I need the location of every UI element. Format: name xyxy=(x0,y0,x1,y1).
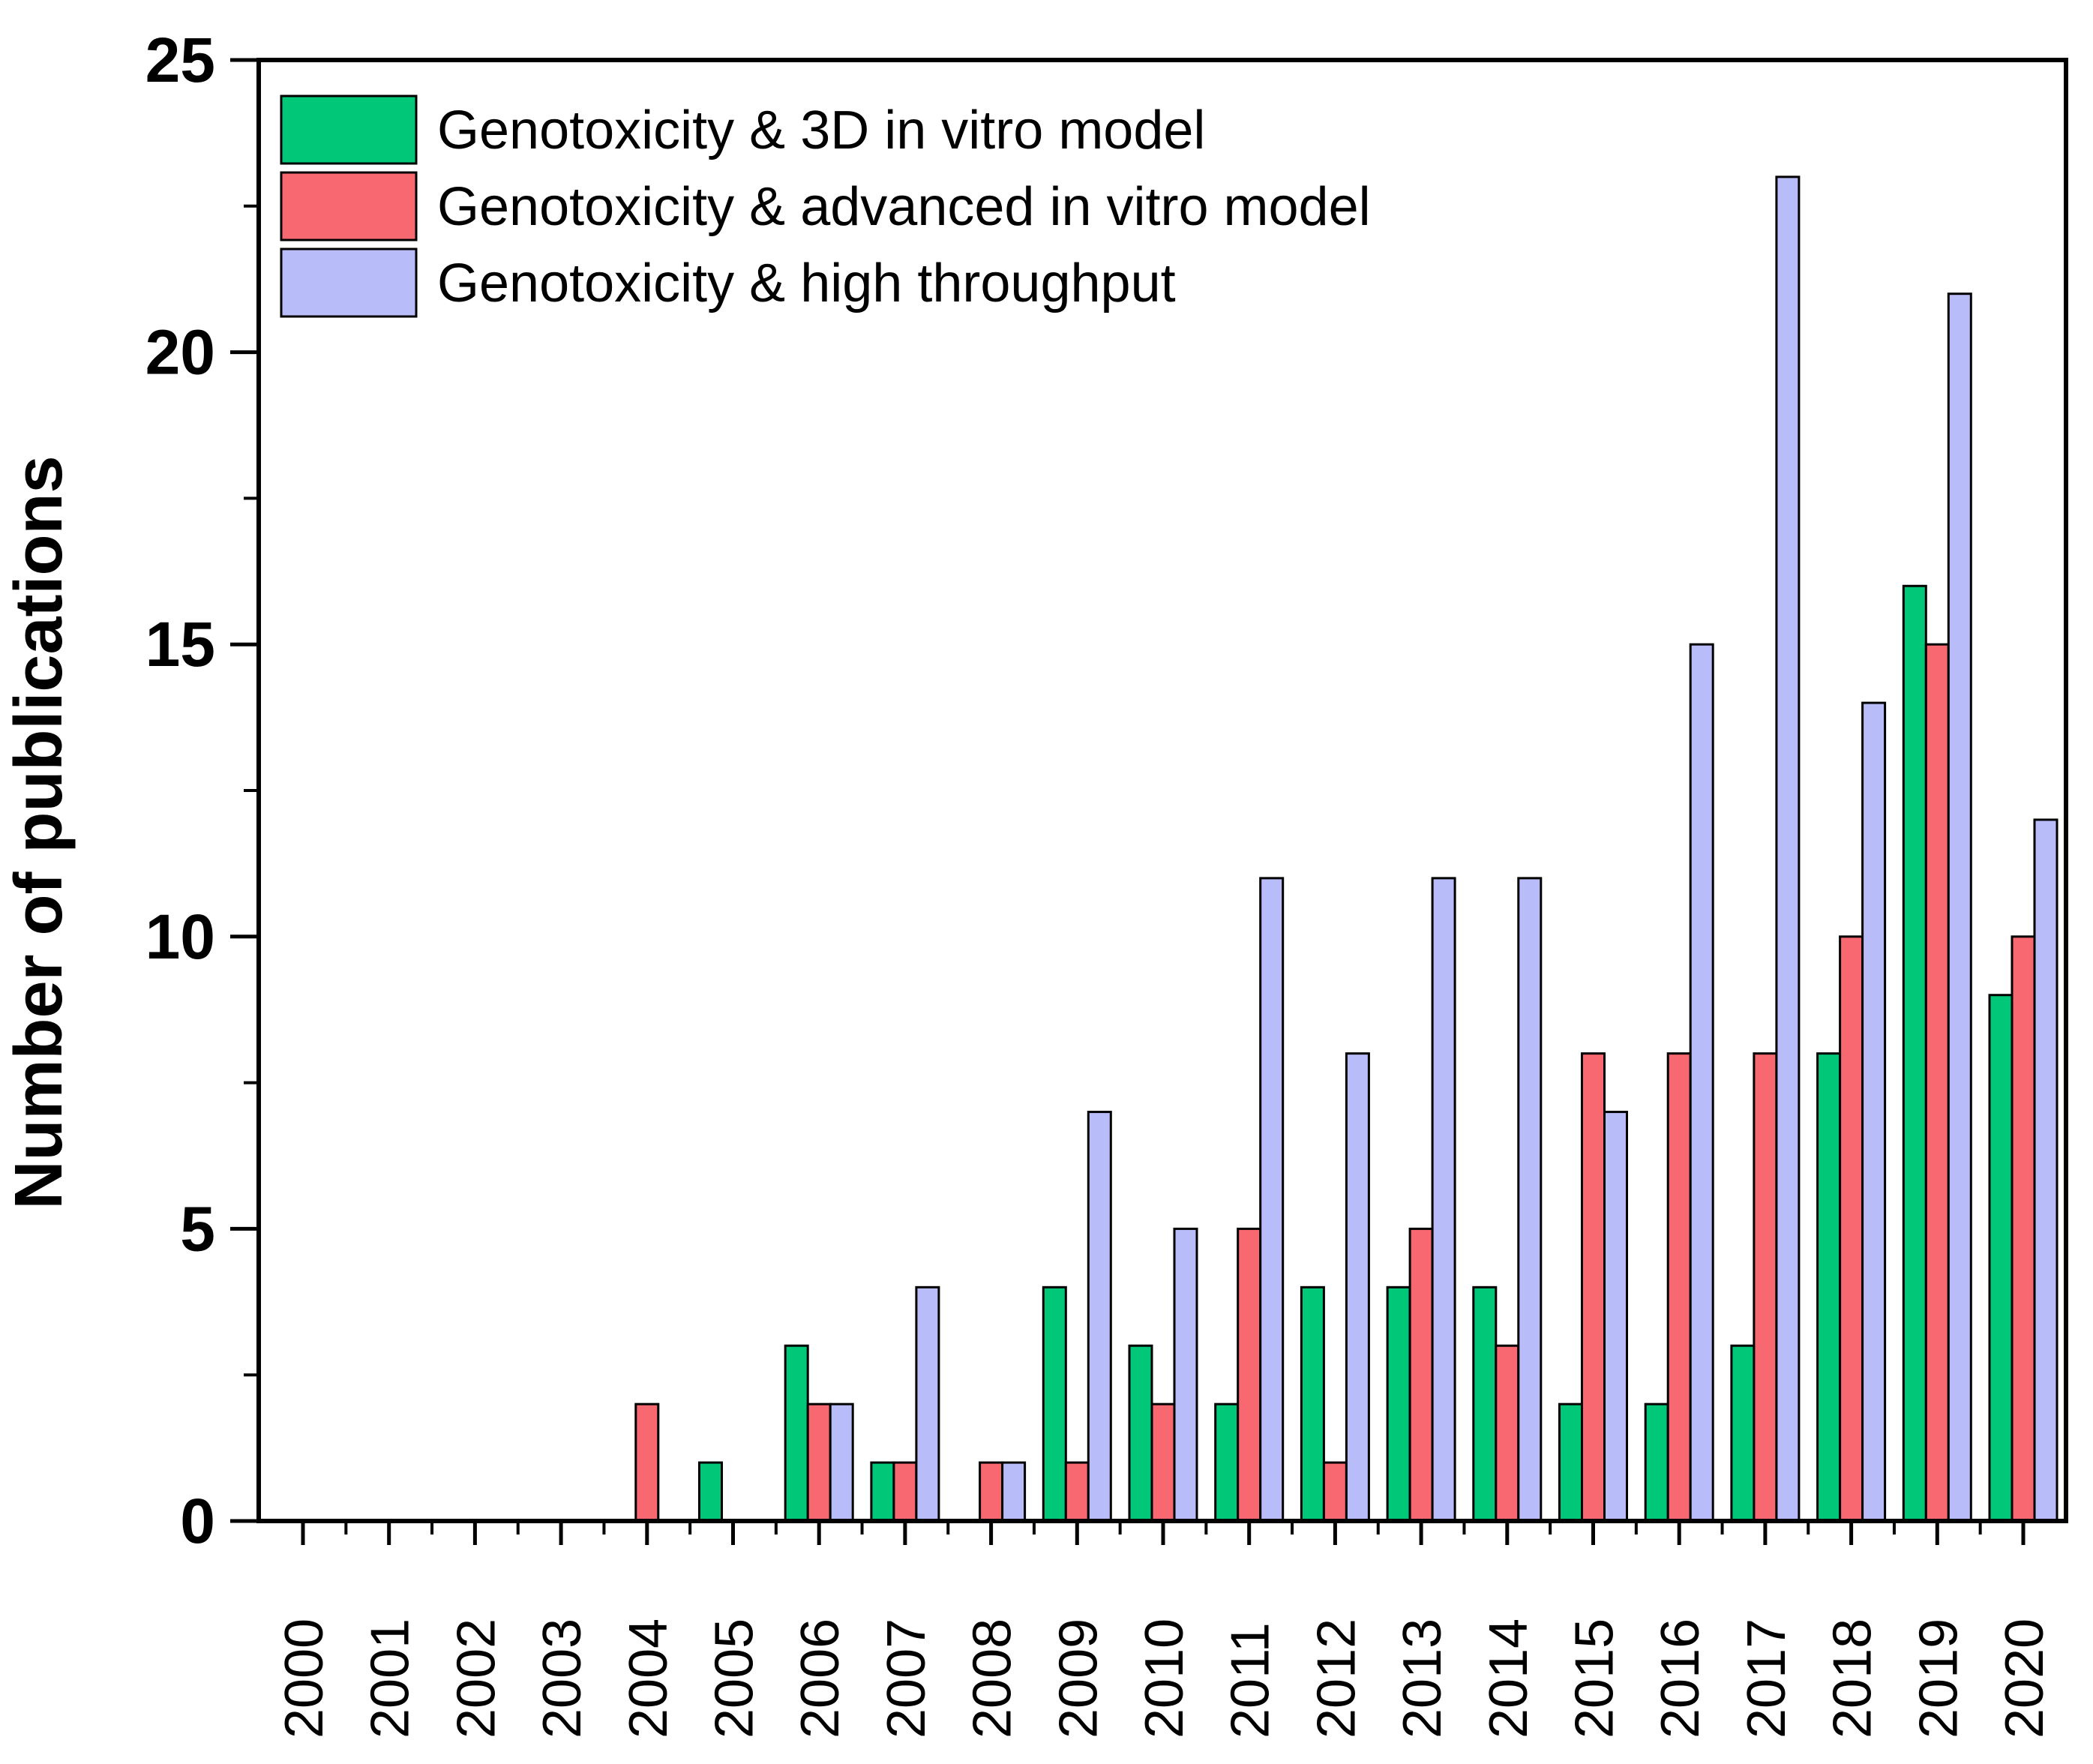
bar-genotoxicity-advanced-in-vitro-model-2015 xyxy=(1581,1052,1606,1522)
legend-label: Genotoxicity & 3D in vitro model xyxy=(437,100,1205,160)
bar-genotoxicity-3d-in-vitro-model-2018 xyxy=(1816,1052,1842,1522)
legend-swatch xyxy=(280,248,418,318)
bar-genotoxicity-high-throughput-2014 xyxy=(1517,877,1543,1522)
x-tick-label: 2000 xyxy=(274,1618,334,1738)
x-tick-label: 2016 xyxy=(1651,1618,1711,1738)
y-tick-label: 25 xyxy=(145,25,215,95)
bar-genotoxicity-3d-in-vitro-model-2007 xyxy=(870,1461,895,1522)
legend-swatch xyxy=(280,171,418,242)
bar-genotoxicity-high-throughput-2013 xyxy=(1431,877,1456,1522)
x-tick-label: 2015 xyxy=(1565,1618,1625,1738)
y-axis-title: Number of publications xyxy=(1,455,76,1209)
bar-genotoxicity-3d-in-vitro-model-2009 xyxy=(1042,1286,1067,1522)
bar-genotoxicity-high-throughput-2020 xyxy=(2033,818,2059,1522)
bar-genotoxicity-high-throughput-2008 xyxy=(1001,1461,1027,1522)
bar-genotoxicity-3d-in-vitro-model-2019 xyxy=(1902,584,1927,1522)
bar-genotoxicity-3d-in-vitro-model-2005 xyxy=(698,1461,723,1522)
bar-genotoxicity-advanced-in-vitro-model-2014 xyxy=(1495,1344,1520,1522)
y-tick-label: 0 xyxy=(180,1486,215,1556)
bar-genotoxicity-3d-in-vitro-model-2016 xyxy=(1644,1402,1669,1522)
bar-genotoxicity-3d-in-vitro-model-2012 xyxy=(1300,1286,1325,1522)
x-tick-label: 2005 xyxy=(705,1618,765,1738)
x-tick-label: 2008 xyxy=(963,1618,1023,1738)
x-tick-label: 2001 xyxy=(361,1618,421,1738)
x-tick-label: 2002 xyxy=(446,1618,506,1738)
bar-genotoxicity-advanced-in-vitro-model-2017 xyxy=(1753,1052,1778,1522)
bar-genotoxicity-advanced-in-vitro-model-2019 xyxy=(1924,643,1950,1522)
bar-genotoxicity-high-throughput-2017 xyxy=(1775,176,1801,1522)
x-tick-label: 2013 xyxy=(1393,1618,1453,1738)
bar-genotoxicity-3d-in-vitro-model-2017 xyxy=(1730,1344,1756,1522)
y-tick-label: 10 xyxy=(145,902,215,972)
x-tick-label: 2003 xyxy=(532,1618,592,1738)
bar-genotoxicity-advanced-in-vitro-model-2012 xyxy=(1322,1461,1348,1522)
legend: Genotoxicity & 3D in vitro model Genotoxi… xyxy=(280,94,1371,318)
y-tick-label: 15 xyxy=(145,609,215,680)
x-tick-label: 2020 xyxy=(1995,1618,2055,1738)
bar-genotoxicity-3d-in-vitro-model-2010 xyxy=(1128,1344,1153,1522)
bar-genotoxicity-high-throughput-2009 xyxy=(1087,1111,1112,1522)
bar-genotoxicity-high-throughput-2011 xyxy=(1259,877,1285,1522)
bar-genotoxicity-3d-in-vitro-model-2014 xyxy=(1472,1286,1498,1522)
y-tick-label: 5 xyxy=(180,1193,215,1264)
bar-genotoxicity-advanced-in-vitro-model-2004 xyxy=(634,1402,660,1522)
plot-frame xyxy=(256,58,2068,1523)
bar-genotoxicity-high-throughput-2007 xyxy=(915,1286,940,1522)
x-tick-label: 2014 xyxy=(1479,1618,1539,1738)
bar-genotoxicity-high-throughput-2016 xyxy=(1689,643,1714,1522)
bar-genotoxicity-high-throughput-2015 xyxy=(1603,1111,1628,1522)
bar-genotoxicity-advanced-in-vitro-model-2013 xyxy=(1408,1227,1434,1522)
bar-genotoxicity-advanced-in-vitro-model-2006 xyxy=(806,1402,832,1522)
bar-genotoxicity-advanced-in-vitro-model-2011 xyxy=(1237,1227,1262,1522)
bar-genotoxicity-advanced-in-vitro-model-2009 xyxy=(1064,1461,1090,1522)
legend-label: Genotoxicity & advanced in vitro model xyxy=(437,177,1371,237)
bar-genotoxicity-high-throughput-2019 xyxy=(1947,292,1972,1522)
x-tick-label: 2004 xyxy=(619,1618,679,1738)
bar-genotoxicity-3d-in-vitro-model-2020 xyxy=(1988,994,2014,1522)
legend-label: Genotoxicity & high throughput xyxy=(437,254,1176,314)
x-tick-label: 2009 xyxy=(1048,1618,1108,1738)
bar-genotoxicity-3d-in-vitro-model-2011 xyxy=(1214,1402,1240,1522)
bar-genotoxicity-advanced-in-vitro-model-2018 xyxy=(1839,935,1864,1522)
legend-swatch xyxy=(280,94,418,165)
bar-genotoxicity-3d-in-vitro-model-2006 xyxy=(784,1344,809,1522)
bar-genotoxicity-3d-in-vitro-model-2015 xyxy=(1558,1402,1583,1522)
bar-genotoxicity-3d-in-vitro-model-2013 xyxy=(1386,1286,1411,1522)
x-tick-label: 2018 xyxy=(1823,1618,1883,1738)
bar-genotoxicity-advanced-in-vitro-model-2016 xyxy=(1666,1052,1692,1522)
bar-genotoxicity-high-throughput-2012 xyxy=(1345,1052,1370,1522)
bar-genotoxicity-advanced-in-vitro-model-2008 xyxy=(979,1461,1004,1522)
x-tick-label: 2011 xyxy=(1221,1622,1281,1738)
bar-genotoxicity-high-throughput-2018 xyxy=(1861,701,1887,1522)
y-tick-label: 20 xyxy=(145,317,215,388)
bar-genotoxicity-advanced-in-vitro-model-2010 xyxy=(1150,1402,1176,1522)
bar-genotoxicity-advanced-in-vitro-model-2020 xyxy=(2011,935,2036,1522)
x-tick-label: 2017 xyxy=(1737,1618,1797,1738)
bar-genotoxicity-high-throughput-2006 xyxy=(829,1402,854,1522)
x-tick-label: 2006 xyxy=(790,1618,850,1738)
x-tick-label: 2007 xyxy=(877,1618,937,1738)
bar-genotoxicity-advanced-in-vitro-model-2007 xyxy=(892,1461,918,1522)
x-tick-label: 2012 xyxy=(1306,1618,1366,1738)
x-tick-label: 2010 xyxy=(1135,1618,1195,1738)
x-tick-label: 2019 xyxy=(1909,1618,1969,1738)
bar-genotoxicity-high-throughput-2010 xyxy=(1173,1227,1198,1522)
